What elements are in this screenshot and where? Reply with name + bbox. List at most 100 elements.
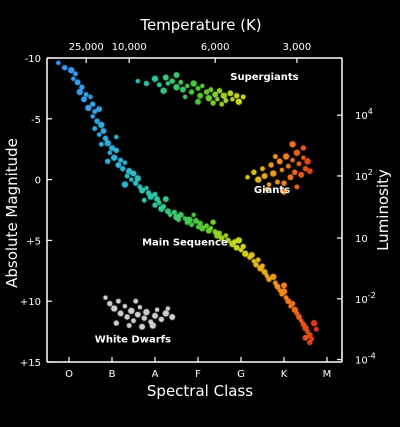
supergiants-star — [173, 72, 180, 78]
main-sequence-star — [178, 212, 184, 218]
main-sequence-star — [171, 209, 177, 215]
spectral-class-label: O — [65, 369, 73, 380]
main-sequence-star — [165, 208, 171, 214]
main-sequence-star — [124, 173, 130, 179]
giants-star — [290, 158, 295, 163]
temperature-tick-label: 3,000 — [283, 42, 312, 53]
main-sequence-star — [134, 175, 141, 182]
main-sequence-star — [264, 273, 269, 278]
main-sequence-star — [274, 283, 281, 290]
main-sequence-star — [113, 147, 119, 153]
giants-star — [301, 155, 306, 160]
main-sequence-star — [122, 160, 127, 165]
main-sequence-star — [196, 225, 200, 229]
main-sequence-star — [302, 334, 309, 341]
main-sequence-star — [97, 132, 102, 137]
supergiants-star — [165, 81, 170, 86]
giants-star — [279, 167, 284, 172]
star-points — [56, 60, 319, 345]
left-tick-label: -5 — [31, 115, 41, 126]
white-dwarfs-star — [165, 306, 170, 311]
main-sequence-star — [73, 71, 78, 77]
main-sequence-label: Main Sequence — [142, 237, 228, 248]
white-dwarfs-star — [155, 307, 160, 312]
white-dwarfs-star — [124, 314, 130, 320]
main-sequence-star — [154, 196, 160, 202]
giants-star — [281, 189, 287, 195]
giants-star — [268, 162, 274, 168]
supergiants-star — [208, 87, 214, 92]
giants-star — [293, 149, 300, 156]
main-sequence-star — [130, 170, 137, 177]
main-sequence-star — [98, 121, 105, 128]
giants-star — [303, 166, 308, 172]
main-sequence-star — [129, 177, 134, 182]
supergiants-star — [152, 75, 158, 82]
main-sequence-star — [242, 250, 249, 257]
white-dwarfs-star — [126, 323, 132, 328]
main-sequence-star — [311, 320, 318, 327]
giants-star — [304, 158, 311, 165]
main-sequence-star — [255, 257, 261, 263]
giants-star — [273, 154, 278, 159]
right-tick-label: 10 — [355, 234, 368, 245]
main-sequence-star — [62, 65, 68, 71]
giants-label: Giants — [254, 185, 290, 196]
supergiants-star — [195, 86, 201, 91]
main-sequence-star — [144, 186, 149, 191]
supergiants-star — [183, 94, 188, 99]
main-sequence-star — [299, 318, 304, 323]
giants-star — [292, 169, 298, 175]
supergiants-star — [197, 92, 203, 99]
supergiants-star — [163, 74, 169, 81]
main-sequence-star — [251, 259, 256, 264]
main-sequence-star — [126, 168, 133, 175]
white-dwarfs-star — [158, 316, 164, 322]
supergiants-star — [178, 80, 184, 85]
right-axis-title: Luminosity — [374, 169, 392, 251]
temperature-tick-label: 6,000 — [201, 42, 230, 53]
main-sequence-star — [107, 150, 112, 155]
main-sequence-star — [103, 135, 108, 141]
left-tick-label: 0 — [35, 176, 41, 187]
main-sequence-star — [183, 216, 188, 221]
main-sequence-star — [208, 226, 213, 231]
spectral-class-label: G — [237, 369, 245, 380]
main-sequence-star — [100, 128, 107, 134]
white-dwarfs-star — [103, 295, 108, 300]
white-dwarfs-star — [122, 304, 127, 309]
main-sequence-star — [277, 288, 282, 293]
giants-star — [298, 171, 304, 178]
giants-star — [260, 166, 265, 171]
giants-star — [261, 173, 268, 179]
supergiants-label: Supergiants — [230, 72, 298, 83]
main-sequence-star — [109, 145, 115, 151]
main-sequence-star — [193, 218, 199, 224]
main-sequence-star — [253, 262, 259, 268]
main-sequence-star — [56, 60, 61, 65]
main-sequence-star — [199, 225, 206, 232]
main-sequence-star — [233, 244, 240, 251]
main-sequence-star — [217, 230, 222, 236]
supergiants-star — [189, 89, 195, 95]
main-sequence-star — [105, 158, 111, 164]
white-dwarfs-star — [135, 311, 141, 318]
supergiants-star — [169, 78, 175, 84]
giants-star — [296, 161, 302, 167]
supergiants-star — [135, 79, 140, 84]
supergiants-star — [212, 91, 218, 98]
giants-star — [264, 187, 269, 192]
white-dwarfs-star — [113, 320, 119, 326]
right-tick-label: 102 — [355, 168, 373, 183]
main-sequence-star — [285, 298, 292, 304]
giants-star — [286, 163, 291, 169]
main-sequence-star — [204, 223, 209, 229]
temperature-tick-label: 25,000 — [69, 42, 104, 53]
white-dwarfs-star — [152, 313, 158, 319]
main-sequence-star — [281, 288, 287, 295]
main-sequence-star — [218, 235, 225, 241]
left-tick-label: +5 — [26, 236, 41, 247]
main-sequence-star — [161, 204, 166, 209]
